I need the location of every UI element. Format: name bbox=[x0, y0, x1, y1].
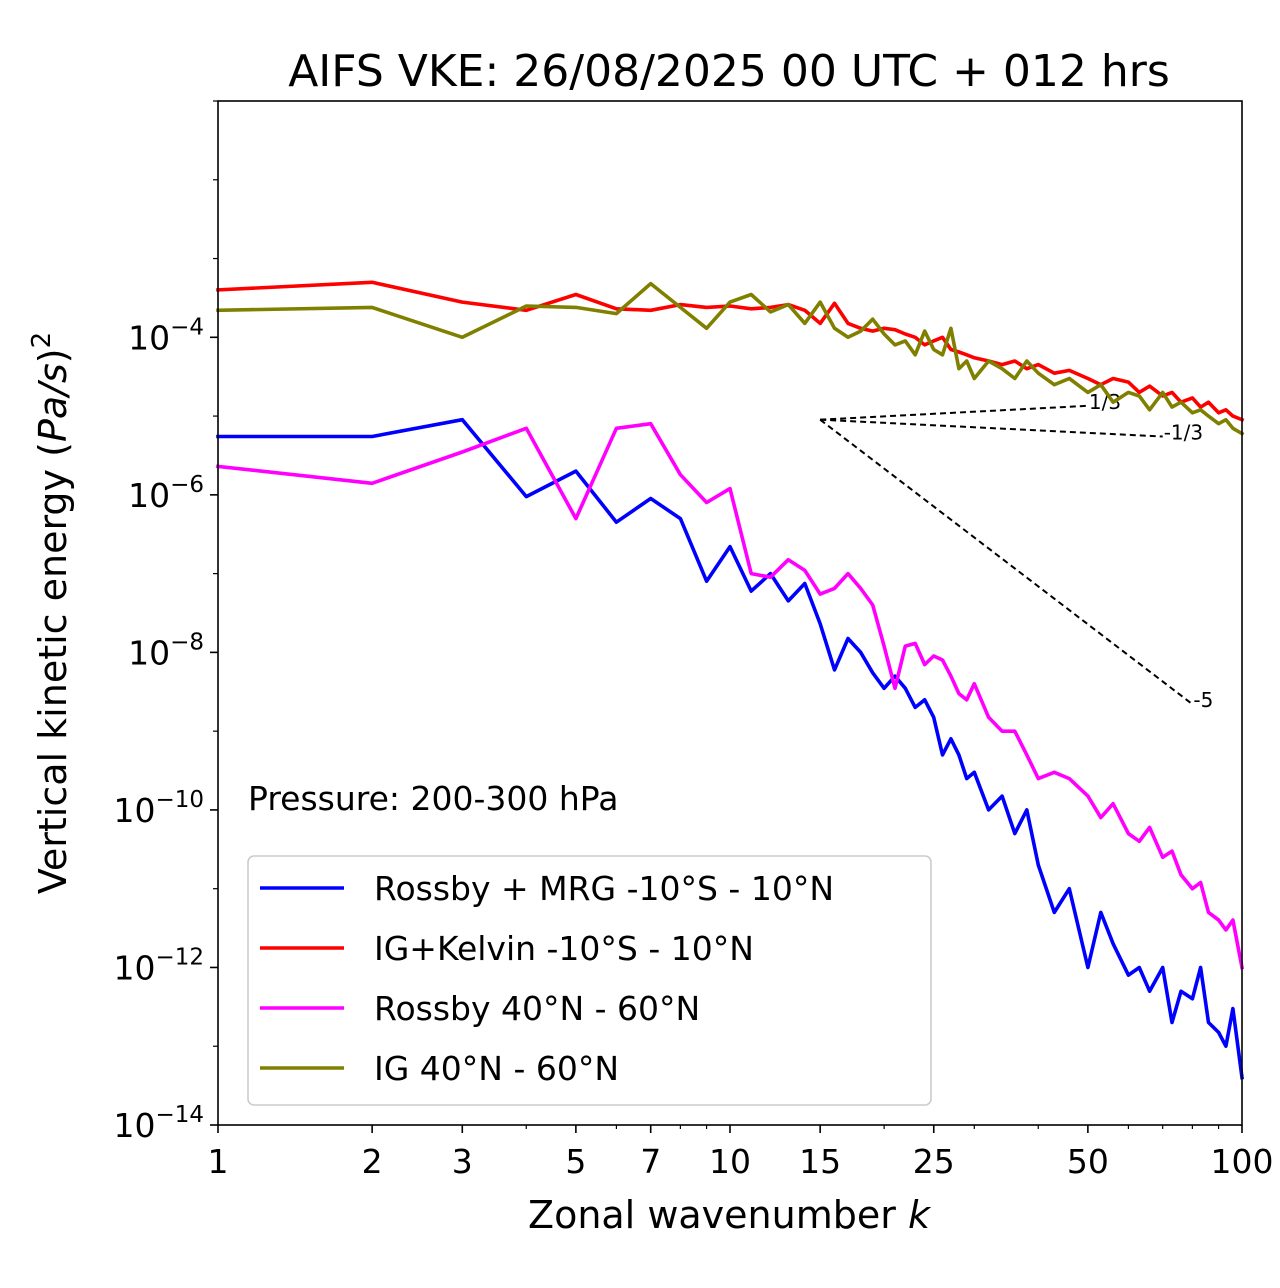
x-tick-label: 7 bbox=[640, 1142, 661, 1181]
legend-label: IG 40°N - 60°N bbox=[374, 1049, 619, 1088]
x-tick-label: 100 bbox=[1211, 1142, 1274, 1181]
y-tick-label: 10−4 bbox=[128, 314, 204, 357]
series-line-0 bbox=[216, 417, 1245, 1080]
reference-slope-lines: 1/3-1/3-5 bbox=[819, 390, 1213, 712]
reference-line-label: -5 bbox=[1193, 688, 1213, 712]
y-axis-label-exponent: 2 bbox=[27, 332, 57, 349]
x-axis-label: Zonal wavenumber k bbox=[528, 1193, 932, 1237]
legend: Rossby + MRG -10°S - 10°N IG+Kelvin -10°S… bbox=[247, 855, 932, 1106]
legend-box bbox=[247, 855, 932, 1106]
x-tick-label: 15 bbox=[799, 1142, 841, 1181]
plot-frame bbox=[217, 100, 1243, 1126]
legend-label: IG+Kelvin -10°S - 10°N bbox=[374, 929, 754, 968]
reference-line-2 bbox=[819, 418, 1193, 705]
x-tick-label: 2 bbox=[362, 1142, 383, 1181]
series-line-2 bbox=[216, 421, 1245, 970]
x-tick-label: 3 bbox=[452, 1142, 473, 1181]
legend-label: Rossby + MRG -10°S - 10°N bbox=[374, 869, 834, 908]
y-tick-label: 10−6 bbox=[128, 472, 204, 515]
y-tick-label: 10−14 bbox=[113, 1102, 204, 1145]
y-tick-label: 10−10 bbox=[113, 787, 204, 830]
x-tick-label: 1 bbox=[208, 1142, 229, 1181]
reference-line-1 bbox=[820, 418, 1163, 438]
axis-ticks: 1 2 3 5 7 10 15 25 50 100 10−14 10−12 10−10 10−8 10−6 1… bbox=[113, 100, 1274, 1181]
y-axis-label-close: ) bbox=[31, 348, 75, 363]
x-tick-label: 25 bbox=[913, 1142, 955, 1181]
y-axis-label: Vertical kinetic energy (Pa/s)2 bbox=[27, 332, 75, 894]
legend-label: Rossby 40°N - 60°N bbox=[374, 989, 700, 1028]
y-axis-label-text: Vertical kinetic energy ( bbox=[31, 442, 75, 894]
pressure-annotation: Pressure: 200-300 hPa bbox=[248, 779, 618, 818]
series-lines bbox=[216, 280, 1245, 1080]
x-axis-label-text: Zonal wavenumber bbox=[528, 1193, 908, 1237]
reference-line-0 bbox=[820, 404, 1088, 421]
reference-line-label: -1/3 bbox=[1164, 421, 1203, 445]
y-axis-label-var: Pa/s bbox=[31, 363, 75, 442]
x-axis-label-var: k bbox=[908, 1193, 932, 1237]
x-tick-label: 5 bbox=[565, 1142, 586, 1181]
y-tick-label: 10−8 bbox=[128, 629, 204, 672]
x-tick-label: 50 bbox=[1067, 1142, 1109, 1181]
series-line-3 bbox=[216, 281, 1245, 437]
x-tick-label: 10 bbox=[709, 1142, 751, 1181]
chart-title: AIFS VKE: 26/08/2025 00 UTC + 012 hrs bbox=[288, 46, 1170, 97]
y-tick-label: 10−12 bbox=[113, 944, 204, 987]
